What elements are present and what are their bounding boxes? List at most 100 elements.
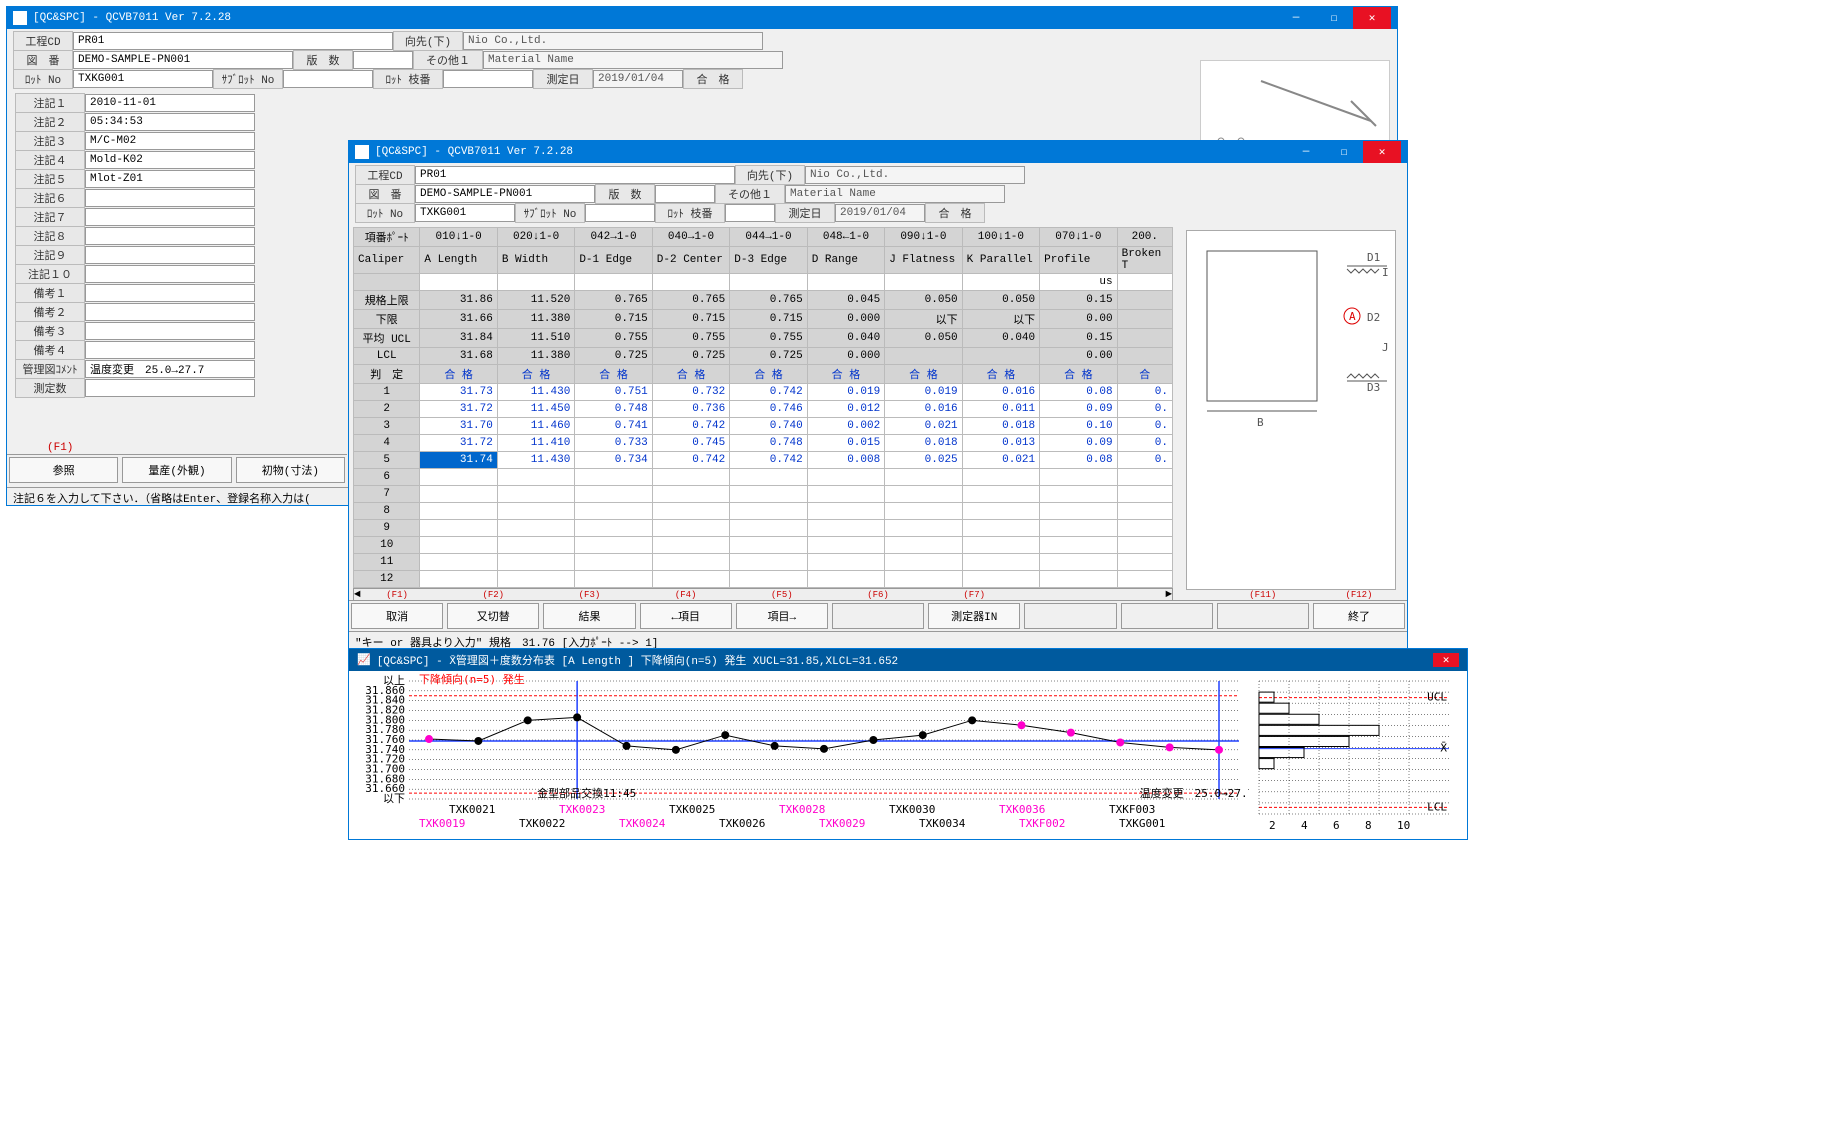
grid-cell[interactable]: 0.736	[652, 401, 729, 418]
grid-cell[interactable]: 0.012	[807, 401, 884, 418]
note-field[interactable]	[85, 246, 255, 264]
grid-cell[interactable]: 0.715	[575, 310, 652, 329]
field-sublot[interactable]	[585, 204, 655, 222]
note-field[interactable]	[85, 303, 255, 321]
grid-cell[interactable]: 6	[354, 469, 420, 486]
grid-cell[interactable]	[962, 274, 1039, 291]
grid-cell[interactable]	[575, 554, 652, 571]
grid-cell[interactable]	[1117, 310, 1172, 329]
grid-cell[interactable]: 0.765	[575, 291, 652, 310]
grid-cell[interactable]	[497, 274, 574, 291]
grid-cell[interactable]: 8	[354, 503, 420, 520]
grid-cell[interactable]: 0.	[1117, 452, 1172, 469]
grid-cell[interactable]	[420, 554, 497, 571]
grid-cell[interactable]: 0.018	[885, 435, 962, 452]
grid-cell[interactable]	[885, 469, 962, 486]
grid-cell[interactable]	[1040, 554, 1117, 571]
close-button[interactable]	[1363, 141, 1401, 163]
grid-cell[interactable]: 31.68	[420, 348, 497, 365]
field-kouteiCD[interactable]: PR01	[415, 166, 735, 184]
grid-cell[interactable]	[807, 469, 884, 486]
grid-cell[interactable]: 0.742	[652, 452, 729, 469]
grid-cell[interactable]	[1117, 520, 1172, 537]
grid-cell[interactable]: 0.09	[1040, 435, 1117, 452]
grid-cell[interactable]	[652, 274, 729, 291]
grid-cell[interactable]: us	[1040, 274, 1117, 291]
grid-cell[interactable]	[1117, 554, 1172, 571]
grid-cell[interactable]	[420, 486, 497, 503]
fn-button[interactable]: 終了	[1313, 603, 1405, 629]
grid-cell[interactable]	[730, 537, 807, 554]
close-button[interactable]	[1353, 7, 1391, 29]
grid-cell[interactable]: 0.733	[575, 435, 652, 452]
note-field[interactable]	[85, 265, 255, 283]
grid-cell[interactable]: 0.755	[652, 329, 729, 348]
grid-cell[interactable]	[1040, 571, 1117, 588]
grid-cell[interactable]	[420, 571, 497, 588]
grid-cell[interactable]	[1117, 348, 1172, 365]
grid-cell[interactable]: 0.08	[1040, 452, 1117, 469]
titlebar-front[interactable]: [QC&SPC] - QCVB7011 Ver 7.2.28	[349, 141, 1407, 163]
grid-cell[interactable]	[420, 274, 497, 291]
grid-cell[interactable]: 0.021	[885, 418, 962, 435]
grid-cell[interactable]: 11.380	[497, 348, 574, 365]
grid-cell[interactable]: 10	[354, 537, 420, 554]
grid-cell[interactable]	[652, 520, 729, 537]
grid-cell[interactable]: 0.045	[807, 291, 884, 310]
grid-cell[interactable]: 3	[354, 418, 420, 435]
grid-cell[interactable]	[1117, 291, 1172, 310]
grid-cell[interactable]	[497, 537, 574, 554]
grid-cell[interactable]	[730, 469, 807, 486]
grid-cell[interactable]: 11.460	[497, 418, 574, 435]
grid-cell[interactable]: 0.00	[1040, 310, 1117, 329]
grid-cell[interactable]	[652, 537, 729, 554]
grid-cell[interactable]: 0.016	[962, 384, 1039, 401]
field-kouteiCD[interactable]: PR01	[73, 32, 393, 50]
note-field[interactable]	[85, 227, 255, 245]
fn-button[interactable]: 又切替	[447, 603, 539, 629]
grid-cell[interactable]: 0.732	[652, 384, 729, 401]
grid-cell[interactable]: 11.510	[497, 329, 574, 348]
grid-cell[interactable]	[1117, 571, 1172, 588]
grid-cell[interactable]	[885, 554, 962, 571]
note-field[interactable]	[85, 322, 255, 340]
grid-cell[interactable]: 0.013	[962, 435, 1039, 452]
grid-cell[interactable]	[497, 554, 574, 571]
grid-cell[interactable]: 0.755	[730, 329, 807, 348]
grid-cell[interactable]	[962, 554, 1039, 571]
grid-cell[interactable]: 0.00	[1040, 348, 1117, 365]
field-zuban[interactable]: DEMO-SAMPLE-PN001	[415, 185, 595, 203]
grid-cell[interactable]	[885, 274, 962, 291]
grid-cell[interactable]	[575, 520, 652, 537]
note-field[interactable]	[85, 284, 255, 302]
grid-cell[interactable]	[885, 520, 962, 537]
grid-cell[interactable]: 5	[354, 452, 420, 469]
grid-cell[interactable]: 0.740	[730, 418, 807, 435]
grid-cell[interactable]	[885, 537, 962, 554]
grid-cell[interactable]	[420, 537, 497, 554]
fn-sansho[interactable]: 参照	[9, 457, 118, 483]
grid-cell[interactable]: 11.430	[497, 384, 574, 401]
grid-cell[interactable]	[807, 571, 884, 588]
field-loteda[interactable]	[725, 204, 775, 222]
grid-cell[interactable]	[1040, 469, 1117, 486]
grid-cell[interactable]	[730, 274, 807, 291]
note-field[interactable]: Mold-K02	[85, 151, 255, 169]
grid-cell[interactable]	[962, 503, 1039, 520]
grid-cell[interactable]	[652, 469, 729, 486]
field-lotno[interactable]: TXKG001	[415, 204, 515, 222]
grid-cell[interactable]	[575, 274, 652, 291]
grid-cell[interactable]: 1	[354, 384, 420, 401]
grid-cell[interactable]	[962, 537, 1039, 554]
fn-button[interactable]: 結果	[543, 603, 635, 629]
grid-cell[interactable]	[652, 503, 729, 520]
field-hansu[interactable]	[353, 51, 413, 69]
grid-cell[interactable]: 31.74	[420, 452, 497, 469]
grid-cell[interactable]: 31.86	[420, 291, 497, 310]
field-lotno[interactable]: TXKG001	[73, 70, 213, 88]
grid-cell[interactable]: 0.715	[652, 310, 729, 329]
grid-cell[interactable]	[885, 348, 962, 365]
measurement-grid[interactable]: 項番ﾎﾟｰﾄ010↓1-0020↓1-0042→1-0040→1-0044→1-…	[353, 227, 1173, 588]
grid-cell[interactable]	[575, 503, 652, 520]
note-field[interactable]	[85, 208, 255, 226]
